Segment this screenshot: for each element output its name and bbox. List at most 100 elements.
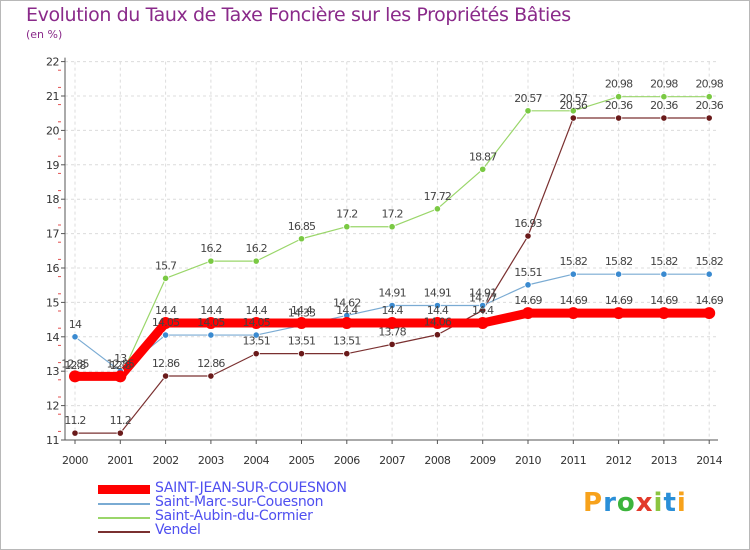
data-label: 14.4 bbox=[246, 304, 268, 317]
x-tick-label: 2007 bbox=[379, 454, 405, 467]
data-label: 20.36 bbox=[560, 99, 588, 112]
data-point bbox=[162, 274, 170, 282]
data-point bbox=[388, 340, 396, 348]
data-point bbox=[295, 317, 308, 330]
data-label: 13.78 bbox=[378, 325, 406, 338]
data-point bbox=[614, 114, 623, 122]
data-point bbox=[343, 223, 351, 231]
data-label: 16.85 bbox=[288, 220, 316, 233]
data-point bbox=[524, 281, 532, 289]
data-label: 14.06 bbox=[424, 316, 452, 329]
data-label: 14.69 bbox=[650, 294, 678, 307]
data-label: 13.51 bbox=[242, 335, 270, 348]
data-point bbox=[340, 317, 353, 330]
data-point bbox=[431, 317, 444, 330]
data-label: 16.2 bbox=[246, 242, 267, 255]
data-label: 13.51 bbox=[333, 335, 361, 348]
data-label: 20.98 bbox=[605, 78, 633, 91]
x-tick-label: 2013 bbox=[651, 454, 677, 467]
data-label: 14.4 bbox=[427, 304, 449, 317]
data-point bbox=[705, 114, 713, 122]
data-label: 15.82 bbox=[605, 255, 633, 268]
y-tick-label: 13 bbox=[46, 365, 59, 378]
chart-axes: 11 12 13 14 15 16 17 18 19 20 21 22 2000 2001 2002 2003… bbox=[46, 56, 723, 467]
data-label: 14.91 bbox=[424, 286, 452, 299]
logo-letter: o bbox=[616, 488, 636, 518]
data-point bbox=[569, 107, 577, 115]
x-tick-label: 2004 bbox=[243, 454, 269, 467]
data-label: 14.69 bbox=[695, 294, 723, 307]
data-label: 14.05 bbox=[197, 316, 225, 329]
legend-swatch-saint-aubin bbox=[98, 517, 150, 519]
data-point bbox=[343, 350, 351, 358]
data-point bbox=[388, 223, 396, 231]
data-point bbox=[660, 270, 668, 278]
legend-item-vendel: Vendel bbox=[98, 522, 398, 539]
data-label: 14.4 bbox=[381, 304, 403, 317]
data-label: 14.4 bbox=[336, 304, 358, 317]
x-tick-label: 2012 bbox=[606, 454, 632, 467]
data-point bbox=[614, 93, 623, 101]
data-point bbox=[252, 350, 260, 358]
data-point bbox=[660, 114, 668, 122]
data-label: 14.4 bbox=[200, 304, 222, 317]
data-point bbox=[433, 331, 441, 339]
data-label: 20.57 bbox=[560, 92, 588, 105]
legend-item-saint-jean: SAINT-JEAN-SUR-COUESNON bbox=[98, 480, 398, 497]
y-tick-label: 18 bbox=[46, 193, 59, 206]
legend-label-saint-marc: Saint-Marc-sur-Couesnon bbox=[155, 494, 324, 510]
data-label: 20.36 bbox=[695, 99, 723, 112]
x-tick-label: 2006 bbox=[334, 454, 360, 467]
data-label: 14.77 bbox=[469, 291, 497, 304]
data-label: 16.2 bbox=[200, 242, 221, 255]
data-point bbox=[159, 317, 172, 330]
legend-swatch-saint-marc bbox=[98, 503, 150, 505]
data-point bbox=[297, 350, 306, 358]
data-point bbox=[476, 317, 489, 330]
legend-label-saint-jean: SAINT-JEAN-SUR-COUESNON bbox=[155, 480, 347, 496]
logo-letter: i bbox=[676, 488, 687, 518]
data-point bbox=[524, 107, 532, 115]
data-label: 12.85 bbox=[107, 357, 135, 370]
logo-letter: r bbox=[603, 488, 617, 518]
data-label: 14.4 bbox=[291, 304, 313, 317]
data-label: 14.05 bbox=[152, 316, 180, 329]
y-tick-label: 20 bbox=[46, 124, 59, 137]
legend-label-saint-aubin: Saint-Aubin-du-Cormier bbox=[155, 508, 313, 524]
data-point bbox=[569, 270, 577, 278]
data-point bbox=[388, 301, 396, 310]
data-label: 12.85 bbox=[61, 357, 89, 370]
data-label: 20.57 bbox=[514, 92, 542, 105]
data-point bbox=[252, 257, 260, 265]
data-point bbox=[162, 372, 170, 380]
chart-title: Evolution du Taux de Taxe Foncière sur l… bbox=[26, 4, 571, 26]
data-label: 11.2 bbox=[110, 414, 131, 427]
logo-letter: P bbox=[583, 488, 604, 518]
x-tick-label: 2014 bbox=[696, 454, 722, 467]
data-label: 15.51 bbox=[514, 266, 542, 279]
y-tick-label: 17 bbox=[46, 228, 59, 241]
legend-swatch-vendel bbox=[98, 531, 150, 533]
data-label: 16.93 bbox=[514, 217, 542, 230]
data-point bbox=[479, 165, 487, 173]
x-tick-label: 2010 bbox=[515, 454, 541, 467]
data-label: 15.82 bbox=[560, 255, 588, 268]
data-label: 15.82 bbox=[695, 255, 723, 268]
y-tick-label: 11 bbox=[46, 434, 59, 447]
data-label: 20.36 bbox=[650, 99, 678, 112]
data-label: 15.7 bbox=[155, 259, 177, 272]
data-point bbox=[116, 429, 124, 437]
data-label: 20.36 bbox=[605, 99, 633, 112]
data-point bbox=[614, 270, 623, 278]
logo-letter: t bbox=[663, 488, 677, 518]
data-label: 12.8 bbox=[64, 359, 86, 372]
data-label: 14.69 bbox=[605, 294, 633, 307]
x-tick-label: 2000 bbox=[62, 454, 88, 467]
legend-swatch-saint-jean bbox=[98, 485, 150, 494]
data-label: 14.4 bbox=[472, 304, 494, 317]
data-label: 14.05 bbox=[242, 316, 270, 329]
data-label: 17.2 bbox=[381, 208, 402, 221]
data-point bbox=[71, 429, 79, 437]
data-point bbox=[705, 93, 713, 101]
